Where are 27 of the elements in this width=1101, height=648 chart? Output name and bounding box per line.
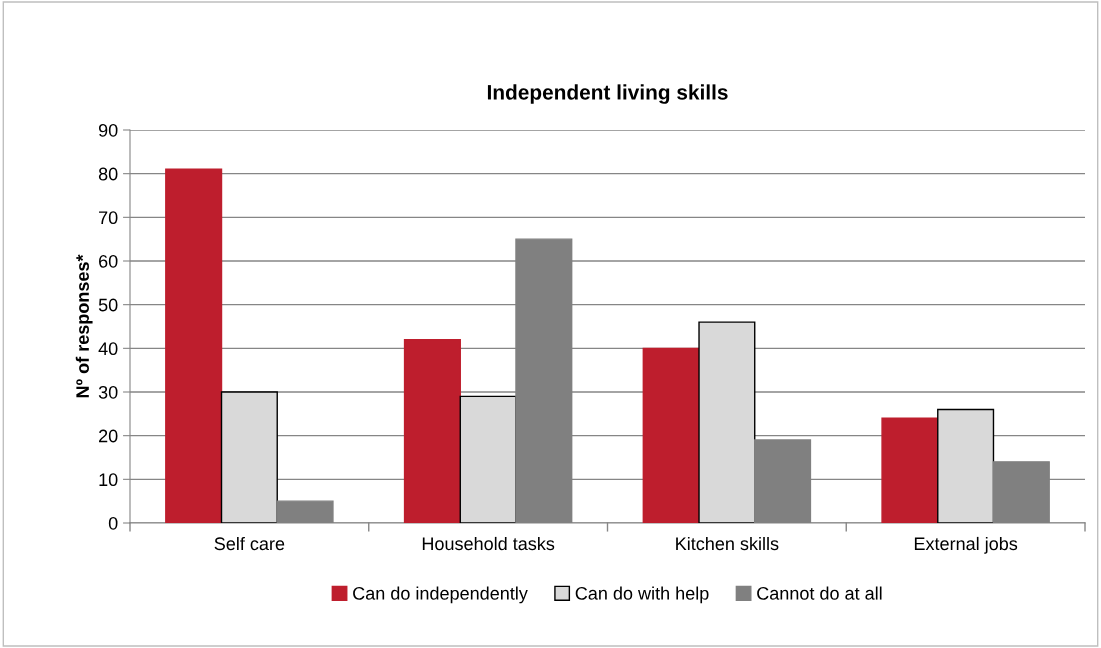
legend-label: Can do with help — [575, 586, 709, 604]
y-tick-label: 90 — [98, 123, 118, 137]
bar — [698, 321, 756, 523]
x-tick-label: Self care — [214, 536, 285, 551]
bar — [165, 168, 223, 523]
y-tick-label: 10 — [99, 473, 118, 487]
bar — [642, 347, 700, 523]
y-tick-label: 20 — [99, 429, 118, 443]
legend-label: Cannot do at all — [757, 586, 882, 600]
y-tick-label: 30 — [98, 385, 118, 399]
bar — [881, 417, 939, 523]
x-tick-label: Kitchen skills — [676, 536, 779, 551]
y-axis-title: Nº of responses* — [75, 254, 93, 398]
bar — [220, 391, 278, 523]
y-tick-label: 0 — [108, 516, 118, 530]
bar — [459, 395, 517, 523]
y-tick-label: 60 — [99, 254, 118, 268]
bar — [937, 408, 995, 523]
legend-label: Can do independently — [353, 586, 528, 604]
y-tick-label: 50 — [98, 298, 118, 312]
y-tick-label: 40 — [98, 342, 118, 356]
chart-title: Independent living skills — [487, 84, 728, 104]
y-tick-label: 70 — [99, 211, 118, 225]
bar — [403, 338, 461, 523]
x-tick-label: Household tasks — [422, 536, 555, 551]
y-tick-label: 80 — [98, 167, 118, 181]
x-tick-label: External jobs — [914, 536, 1018, 554]
